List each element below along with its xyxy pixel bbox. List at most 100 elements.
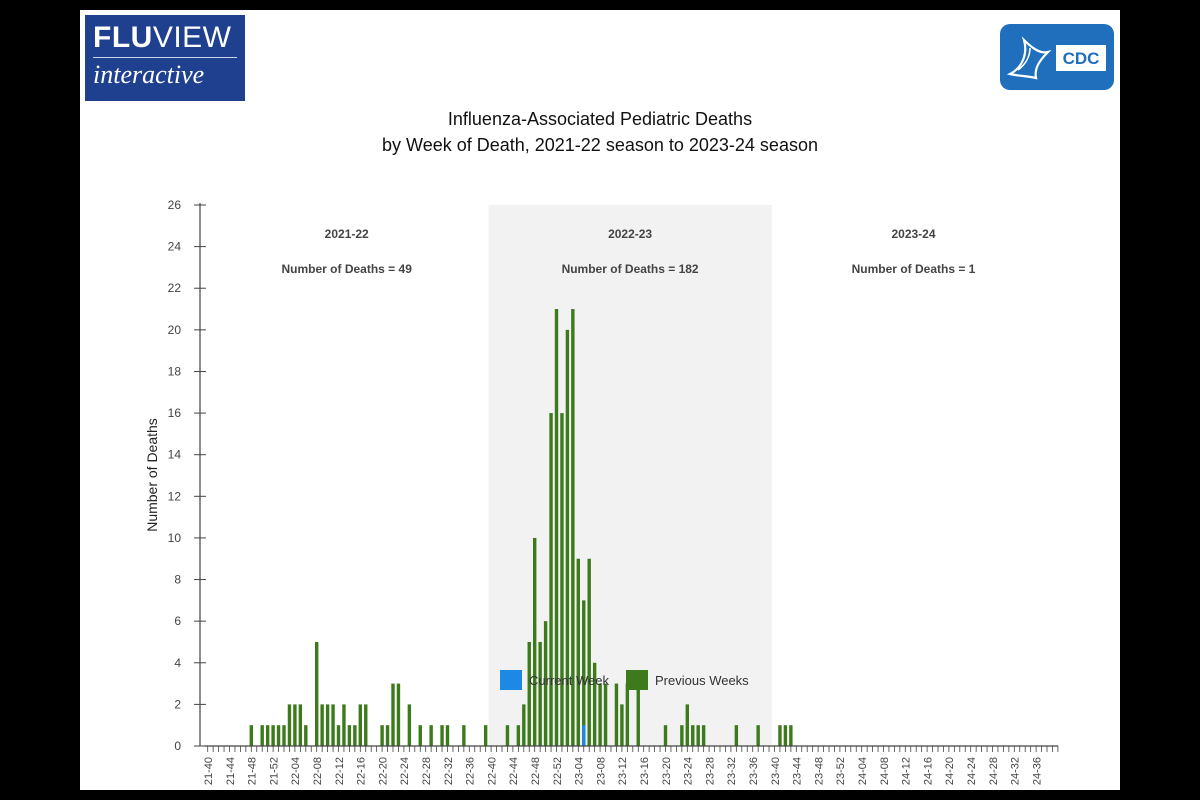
bar (353, 725, 357, 746)
bar (680, 725, 684, 746)
bar (315, 641, 319, 746)
cdc-text-box (1056, 45, 1106, 71)
cdc-logo: CDC (1000, 24, 1114, 90)
y-tick-label: 0 (174, 739, 181, 753)
x-tick-label: 23-04 (574, 757, 586, 785)
x-tick-label: 23-20 (661, 757, 673, 785)
bar (778, 725, 782, 746)
bar (320, 704, 324, 746)
x-tick-label: 24-32 (1010, 757, 1022, 785)
chart-title-block: Influenza-Associated Pediatric Deaths by… (80, 106, 1120, 158)
chart-subtitle: by Week of Death, 2021-22 season to 2023… (382, 135, 818, 155)
y-tick-label: 14 (168, 448, 182, 462)
y-tick-label: 20 (168, 323, 182, 337)
bar (462, 725, 466, 746)
bar (571, 309, 575, 746)
bar (336, 725, 341, 746)
bar (418, 725, 422, 746)
x-tick-label: 22-12 (334, 757, 346, 785)
y-tick-label: 18 (168, 364, 182, 378)
bar (663, 725, 668, 746)
bar (325, 704, 330, 746)
bar (533, 537, 537, 746)
bar (298, 704, 303, 746)
legend-label: Current Week (529, 673, 609, 688)
x-tick-label: 22-36 (465, 757, 477, 785)
bar (304, 725, 308, 746)
x-tick-label: 24-04 (857, 757, 869, 785)
bar (347, 725, 352, 746)
bar (391, 683, 395, 746)
season-label: 2021-22 (325, 227, 369, 241)
chart-canvas: FLUVIEW interactive CDC Influenza-Associ… (80, 10, 1120, 790)
bar (538, 641, 542, 746)
y-tick-label: 16 (168, 406, 182, 420)
bar (342, 704, 346, 746)
y-tick-label: 4 (174, 656, 181, 670)
season-deaths-label: Number of Deaths = 1 (852, 262, 976, 276)
fluview-interactive-logo: FLUVIEW interactive (85, 15, 245, 101)
y-tick-label: 2 (174, 697, 181, 711)
bar (483, 725, 488, 746)
bar (385, 725, 390, 746)
bar (620, 704, 624, 746)
bar (598, 683, 602, 746)
x-tick-label: 22-32 (443, 757, 455, 785)
bar (582, 725, 586, 746)
x-tick-label: 23-24 (683, 757, 695, 785)
x-tick-label: 23-12 (617, 757, 629, 785)
x-tick-label: 23-40 (770, 757, 782, 785)
x-tick-label: 22-28 (421, 757, 433, 785)
x-tick-label: 23-16 (639, 757, 651, 785)
x-tick-label: 24-36 (1031, 757, 1043, 785)
bar (636, 683, 640, 746)
bar (358, 704, 362, 746)
y-tick-label: 24 (168, 240, 182, 254)
fluview-logo-interactive: interactive (93, 57, 237, 90)
hhs-eagle-icon (1006, 36, 1052, 80)
bar (282, 725, 286, 746)
x-tick-label: 23-32 (726, 757, 738, 785)
x-tick-label: 24-08 (879, 757, 891, 785)
bar (293, 704, 297, 746)
x-tick-label: 22-24 (399, 757, 411, 785)
y-tick-label: 10 (168, 531, 182, 545)
x-tick-label: 22-44 (508, 757, 520, 785)
bar (696, 725, 700, 746)
bar (576, 558, 580, 746)
bar (582, 600, 586, 746)
bar (440, 725, 444, 746)
bar (396, 683, 401, 746)
bar (516, 725, 521, 746)
x-tick-label: 23-48 (813, 757, 825, 785)
bar (407, 704, 412, 746)
legend-label: Previous Weeks (655, 673, 749, 688)
bar (271, 725, 275, 746)
bar (560, 413, 564, 746)
y-tick-label: 12 (168, 489, 182, 503)
x-tick-label: 22-04 (290, 757, 302, 785)
x-tick-label: 24-24 (966, 757, 978, 785)
bar (276, 725, 281, 746)
bar (429, 725, 433, 746)
legend-swatch (500, 670, 522, 690)
bar (783, 725, 788, 746)
x-tick-label: 24-12 (901, 757, 913, 785)
season-deaths-label: Number of Deaths = 49 (282, 262, 413, 276)
bar (331, 704, 335, 746)
bar (287, 704, 292, 746)
season-deaths-label: Number of Deaths = 182 (562, 262, 699, 276)
cdc-text: CDC (1063, 49, 1100, 68)
bar (260, 725, 264, 746)
bar (549, 413, 553, 746)
bar (445, 725, 450, 746)
y-tick-label: 22 (168, 281, 182, 295)
x-tick-label: 24-28 (988, 757, 1000, 785)
bar (380, 725, 384, 746)
bar (734, 725, 739, 746)
fluview-logo-flu: FLU (93, 21, 153, 54)
x-tick-label: 24-20 (944, 757, 956, 785)
bar (789, 725, 793, 746)
x-tick-label: 22-48 (530, 757, 542, 785)
bar (543, 621, 548, 746)
